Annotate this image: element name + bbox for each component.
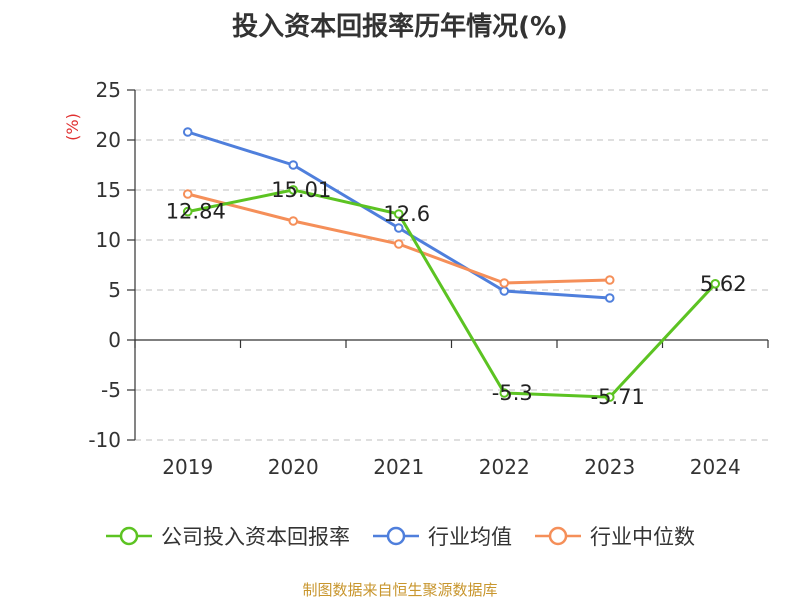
- data-point: [393, 209, 404, 219]
- legend-item[interactable]: 公司投入资本回报率: [105, 521, 350, 551]
- data-point: [393, 223, 404, 233]
- y-tick-label: 10: [96, 228, 121, 252]
- data-point: [604, 392, 615, 402]
- y-tick-label: 5: [108, 278, 121, 302]
- legend-label: 行业中位数: [590, 525, 695, 549]
- data-point: [288, 160, 299, 170]
- data-point: [499, 388, 510, 398]
- y-tick-label: 20: [96, 128, 121, 152]
- data-point: [604, 293, 615, 303]
- x-tick-label: 2024: [690, 455, 741, 479]
- y-axis-label: (%): [63, 113, 82, 141]
- series-lines: [182, 127, 721, 402]
- y-tick-label: -5: [101, 378, 121, 402]
- legend-marker-icon: [535, 526, 581, 546]
- x-tick-label: 2020: [268, 455, 319, 479]
- source-note: 制图数据来自恒生聚源数据库: [302, 581, 498, 599]
- data-point: [604, 275, 615, 285]
- legend-item[interactable]: 行业中位数: [534, 521, 695, 551]
- x-tick-label: 2019: [162, 455, 213, 479]
- x-tick-label: 2023: [584, 455, 635, 479]
- data-label: 12.84: [166, 200, 226, 224]
- y-tick-label: -10: [88, 428, 121, 452]
- legend-marker-icon: [106, 526, 152, 546]
- data-point: [182, 189, 193, 199]
- x-tick-label: 2022: [479, 455, 530, 479]
- legend-label: 行业均值: [428, 525, 512, 549]
- data-label: 12.6: [383, 202, 430, 226]
- data-point: [182, 206, 193, 217]
- data-point: [182, 127, 193, 137]
- data-point: [288, 216, 299, 226]
- chart-title: 投入资本回报率历年情况(%): [232, 12, 568, 42]
- data-label: -5.71: [591, 385, 645, 409]
- data-point: [288, 185, 299, 195]
- legend-marker-icon: [373, 526, 419, 546]
- data-point: [710, 279, 721, 289]
- legend-item[interactable]: 行业均值: [372, 521, 512, 551]
- axes: 25 20 15 10 5 0 -5 -10 (%) 2019 2020 2021 2022 2023 20…: [63, 78, 769, 479]
- data-label: -5.3: [492, 381, 533, 405]
- data-labels: 12.84 15.01 12.6 -5.3 -5.71 5.62: [166, 178, 747, 409]
- data-label: 5.62: [700, 272, 747, 296]
- legend: 公司投入资本回报率 行业均值 行业中位数: [0, 521, 800, 551]
- data-point: [499, 278, 510, 288]
- x-tick-label: 2021: [373, 455, 424, 479]
- data-point: [393, 239, 404, 249]
- data-label: 15.01: [271, 178, 331, 202]
- series-line: [187, 188, 717, 399]
- legend-label: 公司投入资本回报率: [161, 525, 350, 549]
- y-tick-label: 25: [96, 78, 121, 102]
- y-tick-label: 15: [96, 178, 121, 202]
- data-point: [499, 286, 510, 296]
- y-tick-label: 0: [108, 328, 121, 352]
